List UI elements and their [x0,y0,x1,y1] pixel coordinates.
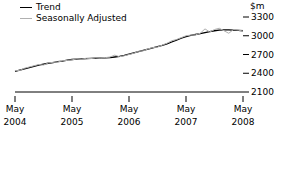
svg-text:May: May [177,104,196,114]
html-text:Trend: Trend [36,2,61,12]
html-text:Seasonally Adjusted: Seasonally Adjusted [36,13,127,23]
svg-text:2700: 2700 [251,50,274,60]
svg-text:2006: 2006 [118,117,141,127]
svg-text:2007: 2007 [175,117,198,127]
svg-text:2004: 2004 [8,117,27,127]
html-text:$m: $m [250,1,265,11]
svg-text:May: May [234,104,253,114]
svg-text:2005: 2005 [61,117,84,127]
svg-text:2008: 2008 [232,117,255,127]
svg-text:3000: 3000 [251,31,274,41]
svg-text:3300: 3300 [251,12,274,22]
svg-text:2400: 2400 [251,68,274,78]
svg-text:2100: 2100 [251,87,274,97]
svg-text:May: May [8,104,25,114]
svg-text:May: May [63,104,82,114]
svg-text:May: May [120,104,139,114]
